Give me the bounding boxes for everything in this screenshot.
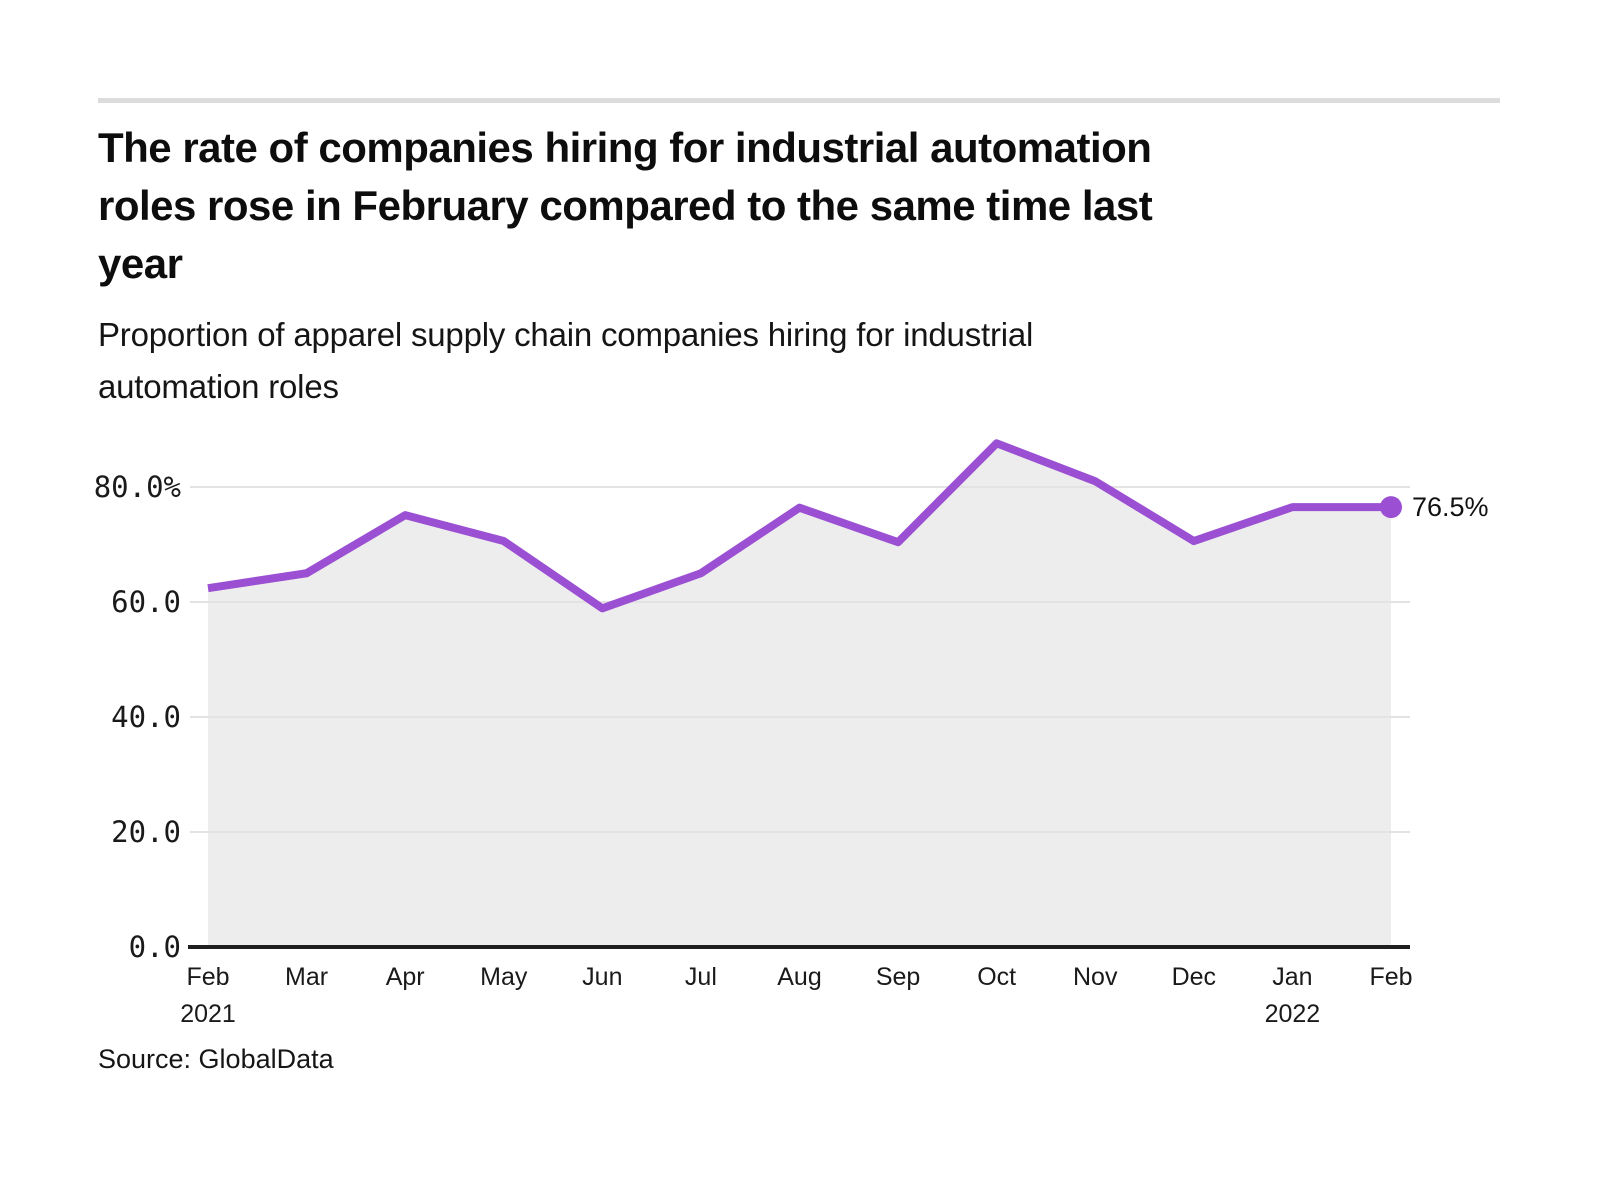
x-tick-label: Nov: [1073, 963, 1118, 991]
x-tick-label: Jan: [1272, 963, 1312, 991]
x-tick-label: Mar: [285, 963, 328, 991]
x-tick-year-label: 2022: [1265, 1000, 1321, 1028]
y-tick-label: 60.0: [111, 585, 181, 619]
source-note: Source: GlobalData: [98, 1044, 334, 1074]
x-tick-label: Apr: [386, 963, 425, 991]
chart-title: The rate of companies hiring for industr…: [98, 124, 1153, 287]
x-tick-label: Dec: [1172, 963, 1216, 991]
x-tick-label: Aug: [777, 963, 821, 991]
series-line: [207, 439, 1391, 613]
end-point-marker: [1379, 496, 1402, 519]
x-tick-label: Feb: [1369, 963, 1412, 991]
y-tick-label: 0.0: [129, 930, 181, 964]
top-divider: [98, 98, 1500, 103]
x-tick-label: May: [480, 963, 528, 991]
x-tick-label: Oct: [977, 963, 1016, 991]
chart-subtitle: Proportion of apparel supply chain compa…: [98, 316, 1034, 405]
y-tick-label: 80.0%: [94, 470, 181, 504]
x-tick-label: Sep: [876, 963, 920, 991]
y-tick-label: 20.0: [111, 815, 181, 849]
x-tick-label: Jul: [685, 963, 717, 991]
end-value-label: 76.5%: [1412, 492, 1489, 522]
x-tick-year-label: 2021: [180, 1000, 236, 1028]
series-area: [208, 443, 1391, 947]
x-tick-label: Jun: [582, 963, 622, 991]
x-tick-label: Feb: [186, 963, 229, 991]
y-tick-label: 40.0: [111, 700, 181, 734]
